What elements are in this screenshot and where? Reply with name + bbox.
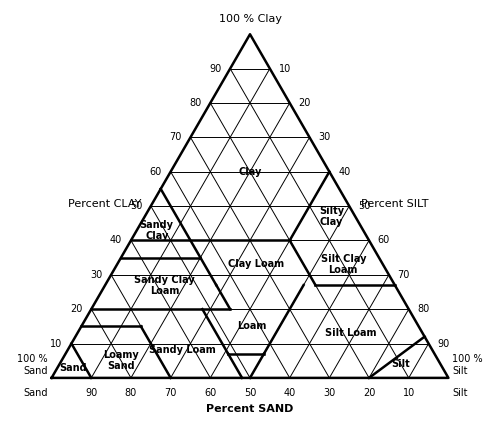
Text: Loamy
Sand: Loamy Sand	[103, 350, 139, 371]
Text: 20: 20	[298, 98, 311, 108]
Text: 60: 60	[378, 235, 390, 245]
Text: Silt Loam: Silt Loam	[326, 328, 377, 338]
Text: 40: 40	[110, 235, 122, 245]
Text: 50: 50	[358, 201, 370, 211]
Text: 20: 20	[70, 304, 82, 314]
Text: Sand: Sand	[23, 388, 48, 398]
Text: 80: 80	[190, 98, 202, 108]
Text: 100 %
Sand: 100 % Sand	[17, 354, 48, 376]
Text: 20: 20	[363, 388, 375, 398]
Text: 60: 60	[204, 388, 216, 398]
Text: 40: 40	[338, 166, 350, 177]
Text: Percent SILT: Percent SILT	[361, 199, 428, 209]
Text: Clay: Clay	[238, 166, 262, 177]
Text: Percent CLAY: Percent CLAY	[68, 199, 142, 209]
Text: 40: 40	[284, 388, 296, 398]
Text: Silt: Silt	[452, 388, 468, 398]
Text: Sand: Sand	[60, 363, 87, 373]
Text: Silty
Clay: Silty Clay	[319, 206, 344, 227]
Text: 10: 10	[278, 64, 291, 74]
Text: 90: 90	[438, 339, 450, 348]
Text: 10: 10	[402, 388, 415, 398]
Text: 30: 30	[323, 388, 336, 398]
Text: 100 % Clay: 100 % Clay	[218, 14, 282, 24]
Text: 90: 90	[85, 388, 98, 398]
Text: Silt Clay
Loam: Silt Clay Loam	[320, 254, 366, 275]
Text: 10: 10	[50, 339, 62, 348]
Text: Loam: Loam	[238, 321, 266, 331]
Text: Sandy Clay
Loam: Sandy Clay Loam	[134, 275, 195, 295]
Text: Sandy
Clay: Sandy Clay	[140, 220, 173, 241]
Text: 30: 30	[90, 270, 102, 280]
Text: 30: 30	[318, 132, 330, 143]
Text: Clay Loam: Clay Loam	[228, 259, 284, 270]
Text: 50: 50	[130, 201, 142, 211]
Text: 90: 90	[209, 64, 222, 74]
Text: 100 %
Silt: 100 % Silt	[452, 354, 483, 376]
Text: 70: 70	[398, 270, 410, 280]
Text: 70: 70	[164, 388, 177, 398]
Text: Percent SAND: Percent SAND	[206, 404, 294, 414]
Text: Silt: Silt	[392, 359, 410, 369]
Text: 80: 80	[418, 304, 430, 314]
Text: Sandy Loam: Sandy Loam	[149, 345, 216, 355]
Text: 70: 70	[170, 132, 181, 143]
Text: 60: 60	[150, 166, 162, 177]
Text: 50: 50	[244, 388, 256, 398]
Text: 80: 80	[125, 388, 137, 398]
